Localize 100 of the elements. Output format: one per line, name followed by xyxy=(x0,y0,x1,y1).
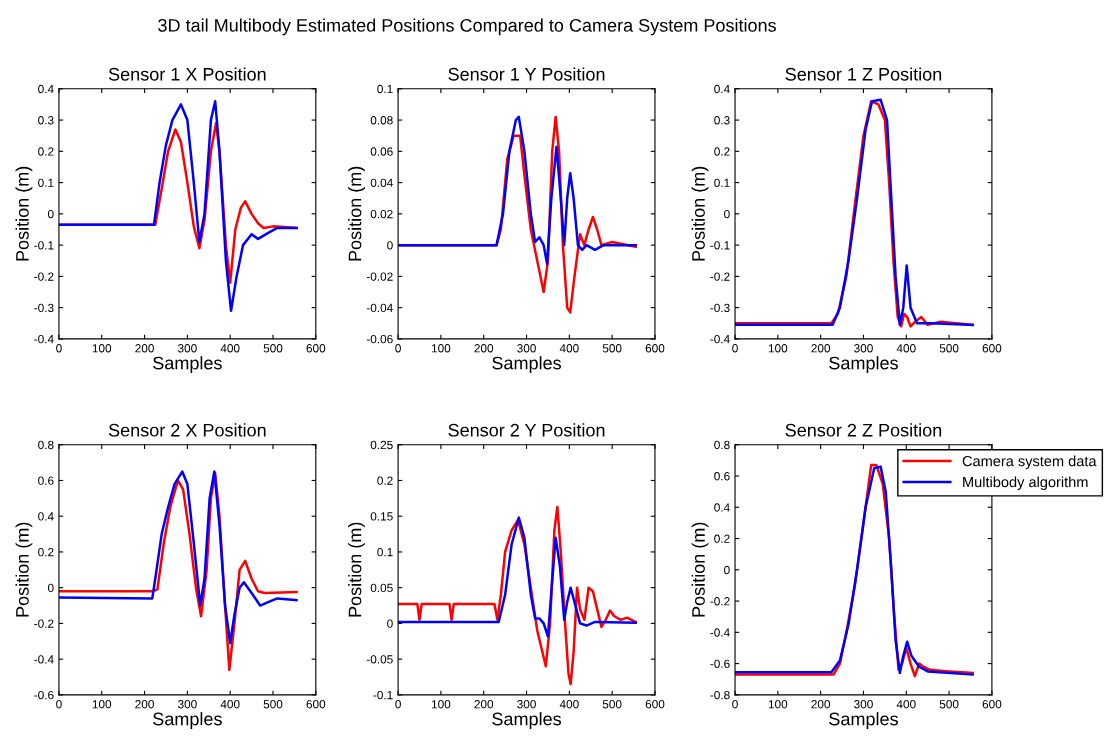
y-tick-label: 0 xyxy=(387,619,393,628)
x-tick-label: 0 xyxy=(56,344,62,353)
y-tick-label: 0.1 xyxy=(377,547,393,557)
y-tick-label: -0.4 xyxy=(710,334,730,344)
x-axis-title: Samples xyxy=(492,712,562,729)
x-tick-label: 400 xyxy=(559,344,579,353)
y-tick-label: -0.4 xyxy=(34,655,54,664)
y-tick-label: -0.2 xyxy=(710,597,730,606)
y-tick-label: 0.4 xyxy=(38,512,54,521)
y-tick-label: 0 xyxy=(47,209,54,219)
y-tick-label: -0.05 xyxy=(366,655,393,664)
y-tick-label: 0.8 xyxy=(714,440,730,450)
y-tick-label: 0.2 xyxy=(38,547,54,557)
x-tick-label: 200 xyxy=(811,344,831,353)
y-tick-label: 0.2 xyxy=(377,476,393,485)
x-tick-label: 0 xyxy=(56,700,62,709)
y-tick-label: 0.1 xyxy=(714,178,730,187)
x-tick-label: 100 xyxy=(431,700,451,709)
x-tick-label: 200 xyxy=(811,700,831,709)
chart-title: Sensor 1 Z Position xyxy=(785,67,942,81)
x-tick-label: 500 xyxy=(263,344,283,353)
y-axis-title: Position (m) xyxy=(348,166,365,261)
x-tick-label: 300 xyxy=(517,700,536,709)
y-tick-label: -0.6 xyxy=(710,659,730,668)
y-tick-label: 0.4 xyxy=(714,503,730,512)
x-tick-label: 400 xyxy=(896,700,916,709)
y-tick-label: 0.8 xyxy=(38,440,54,450)
x-tick-label: 500 xyxy=(939,700,959,709)
y-tick-label: 0 xyxy=(724,565,730,575)
x-tick-label: 300 xyxy=(854,344,873,353)
text: 3D tail Multibody Estimated Positions Compared to Camera System Positions xyxy=(158,18,776,36)
x-tick-label: 400 xyxy=(559,700,579,709)
y-tick-label: -0.4 xyxy=(34,334,54,344)
y-tick-label: 0.4 xyxy=(38,84,54,94)
y-tick-label: -0.3 xyxy=(710,303,730,313)
y-tick-label: 0.4 xyxy=(714,84,730,94)
y-tick-label: 0.2 xyxy=(714,147,730,156)
y-tick-label: -0.2 xyxy=(34,619,54,628)
x-tick-label: 500 xyxy=(263,700,283,709)
x-tick-label: 600 xyxy=(645,700,665,709)
x-tick-label: 300 xyxy=(517,344,536,353)
x-tick-label: 100 xyxy=(768,700,788,709)
x-axis-title: Samples xyxy=(492,356,562,374)
x-axis-title: Samples xyxy=(829,712,898,729)
y-axis-title: Position (m) xyxy=(15,522,33,617)
y-tick-label: 0.3 xyxy=(714,116,730,125)
x-tick-label: 300 xyxy=(177,700,197,709)
y-axis-title: Position (m) xyxy=(691,522,709,617)
y-tick-label: 0.3 xyxy=(38,116,54,125)
y-tick-label: -0.2 xyxy=(34,272,54,281)
x-tick-label: 500 xyxy=(602,700,622,709)
x-tick-label: 400 xyxy=(220,344,240,353)
y-tick-label: 0 xyxy=(47,583,54,593)
x-axis-title: Samples xyxy=(153,712,222,729)
y-tick-label: 0.1 xyxy=(38,178,54,187)
x-tick-label: 300 xyxy=(854,700,873,709)
x-tick-label: 400 xyxy=(220,700,240,709)
x-tick-label: 200 xyxy=(135,700,154,709)
x-tick-label: 0 xyxy=(732,344,738,353)
y-tick-label: -0.1 xyxy=(34,241,54,250)
y-tick-label: -0.8 xyxy=(710,690,730,700)
x-tick-label: 600 xyxy=(645,344,665,353)
y-tick-label: 0.6 xyxy=(714,472,730,481)
x-tick-label: 0 xyxy=(732,700,738,709)
x-tick-label: 600 xyxy=(982,700,1002,709)
x-axis-title: Samples xyxy=(829,356,898,374)
x-tick-label: 0 xyxy=(395,344,401,353)
x-tick-label: 400 xyxy=(896,344,916,353)
y-tick-label: -0.6 xyxy=(34,690,54,700)
y-axis-title: Position (m) xyxy=(15,166,33,261)
y-axis-title: Position (m) xyxy=(348,522,365,617)
y-tick-label: 0.15 xyxy=(370,512,393,521)
y-tick-label: 0.05 xyxy=(370,583,393,593)
y-tick-label: -0.1 xyxy=(710,241,730,250)
chart-title: Sensor 1 Y Position xyxy=(448,67,605,81)
x-tick-label: 0 xyxy=(395,700,401,709)
x-tick-label: 600 xyxy=(982,344,1002,353)
y-tick-label: -0.02 xyxy=(366,272,393,281)
y-tick-label: -0.04 xyxy=(366,303,393,313)
chart-title: Sensor 2 Z Position xyxy=(785,423,942,437)
y-tick-label: 0.02 xyxy=(370,209,393,219)
x-tick-label: 500 xyxy=(602,344,622,353)
y-tick-label: 0.25 xyxy=(370,440,393,450)
legend-label: Multibody algorithm xyxy=(963,476,1088,491)
x-tick-label: 200 xyxy=(474,344,494,353)
x-tick-label: 300 xyxy=(177,344,197,353)
y-tick-label: 0.6 xyxy=(38,476,54,485)
y-tick-label: 0 xyxy=(724,209,730,219)
y-tick-label: -0.1 xyxy=(373,690,393,700)
y-tick-label: -0.2 xyxy=(710,272,730,281)
y-tick-label: 0 xyxy=(387,241,393,250)
x-tick-label: 600 xyxy=(306,700,326,709)
chart-title: Sensor 2 X Position xyxy=(108,423,266,437)
x-tick-label: 100 xyxy=(768,344,788,353)
y-tick-label: 0.08 xyxy=(370,116,393,125)
x-tick-label: 100 xyxy=(431,344,451,353)
y-tick-label: 0.06 xyxy=(370,147,393,156)
x-tick-label: 100 xyxy=(92,344,112,353)
y-tick-label: 0.2 xyxy=(38,147,54,156)
x-tick-label: 100 xyxy=(92,700,112,709)
